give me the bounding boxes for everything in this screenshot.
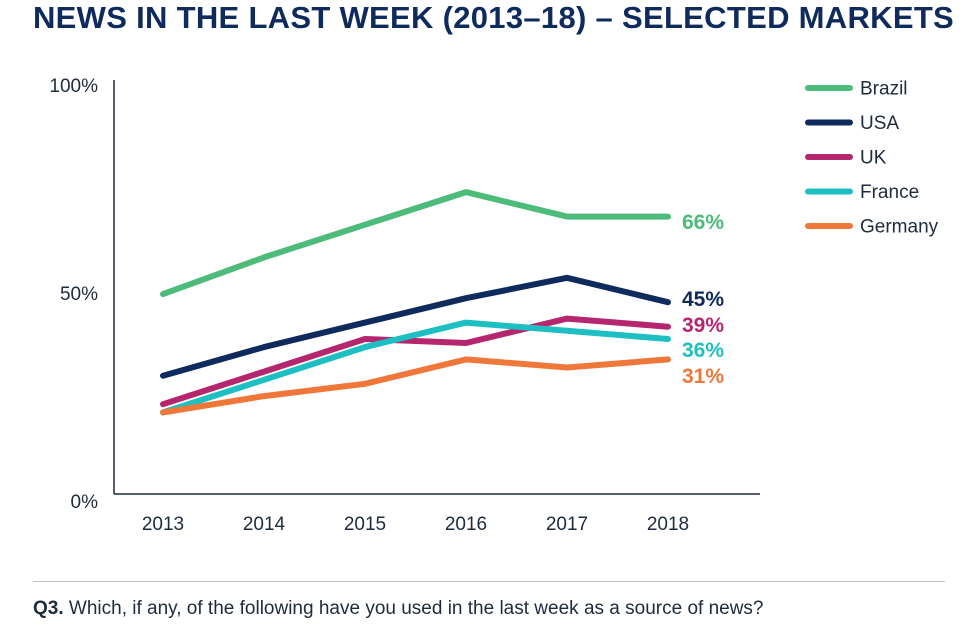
series-end-labels: 66% 45% 39%36% 31% (682, 211, 724, 388)
series-line-france (160, 319, 671, 416)
y-tick-label: 50% (60, 284, 98, 305)
y-tick-labels: 0% 50% 100% (49, 76, 98, 513)
legend-label: Brazil (860, 79, 908, 100)
legend-label: France (860, 182, 919, 203)
survey-question: Q3. Which, if any, of the following have… (33, 598, 764, 620)
chart-title: NEWS IN THE LAST WEEK (2013–18) – SELECT… (33, 0, 955, 35)
x-tick-label: 2013 (142, 514, 184, 535)
x-tick-label: 2015 (344, 514, 386, 535)
chart-axes (113, 80, 760, 495)
legend: Brazil USA UK France Germany (805, 79, 939, 238)
series-line-uk (160, 315, 671, 408)
end-label-usa: 45% (682, 288, 724, 311)
end-label-france: 36% (682, 339, 724, 362)
end-label-brazil: 66% (682, 211, 724, 234)
series-line-brazil (160, 189, 671, 298)
question-text: Which, if any, of the following have you… (63, 598, 764, 619)
line-chart: 0% 50% 100% 2013 2014 2015 2016 2017 2018 66% 45… (49, 76, 939, 535)
question-number: Q3. (33, 598, 64, 619)
legend-label: Germany (860, 217, 939, 238)
x-tick-labels: 2013 2014 2015 2016 2017 2018 (142, 514, 689, 535)
legend-label: USA (860, 113, 899, 134)
series-lines (160, 189, 671, 416)
end-label-germany: 31% (682, 365, 724, 388)
x-tick-label: 2018 (647, 514, 689, 535)
y-tick-label: 100% (49, 76, 98, 97)
end-label-uk: 39% (682, 314, 724, 337)
legend-label: UK (860, 148, 887, 169)
series-line-germany (160, 356, 671, 416)
x-tick-label: 2016 (445, 514, 487, 535)
footer-divider (33, 581, 945, 582)
x-tick-label: 2014 (243, 514, 286, 535)
x-tick-label: 2017 (546, 514, 588, 535)
series-line-usa (160, 274, 671, 379)
y-tick-label: 0% (71, 492, 99, 513)
